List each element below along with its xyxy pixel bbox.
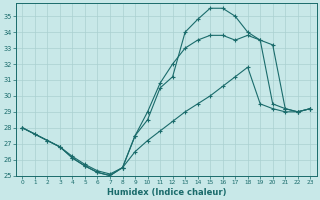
- X-axis label: Humidex (Indice chaleur): Humidex (Indice chaleur): [107, 188, 226, 197]
